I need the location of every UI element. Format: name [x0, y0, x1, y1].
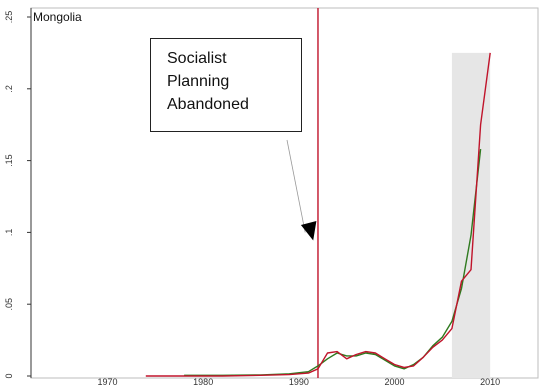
annotation-line-3: Abandoned	[167, 96, 249, 113]
series-line-1	[145, 52, 491, 377]
annotation-arrow-layer	[286, 139, 317, 241]
y-tick-label: .2	[4, 85, 14, 93]
y-tick-label: .25	[4, 11, 14, 24]
y-tick-layer: 0 .05 .1 .15 .2 .25	[4, 11, 31, 379]
annotation-line-2: Planning	[167, 73, 230, 90]
panel-title: Mongolia	[33, 10, 82, 24]
annotation-line-1: Socialist	[167, 50, 227, 67]
y-tick-label: .15	[4, 154, 14, 167]
y-tick-label: 0	[4, 373, 14, 378]
annotation-arrow-line	[286, 139, 306, 233]
y-tick-label: .05	[4, 298, 14, 311]
annotation-arrow-head	[300, 221, 317, 241]
shaded-region-layer	[451, 52, 491, 379]
shaded-region	[451, 52, 491, 379]
series-line-2	[184, 149, 482, 376]
x-tick-label: 1980	[193, 377, 213, 387]
x-tick-layer: 1970 1980 1990 2000 2010	[98, 377, 501, 387]
x-tick-label: 2000	[384, 377, 404, 387]
x-tick-label: 2010	[480, 377, 500, 387]
x-tick-label: 1990	[289, 377, 309, 387]
y-tick-label: .1	[4, 229, 14, 237]
series-layer	[145, 52, 491, 377]
x-tick-label: 1970	[98, 377, 118, 387]
annotation-box: Socialist Planning Abandoned	[150, 38, 302, 132]
